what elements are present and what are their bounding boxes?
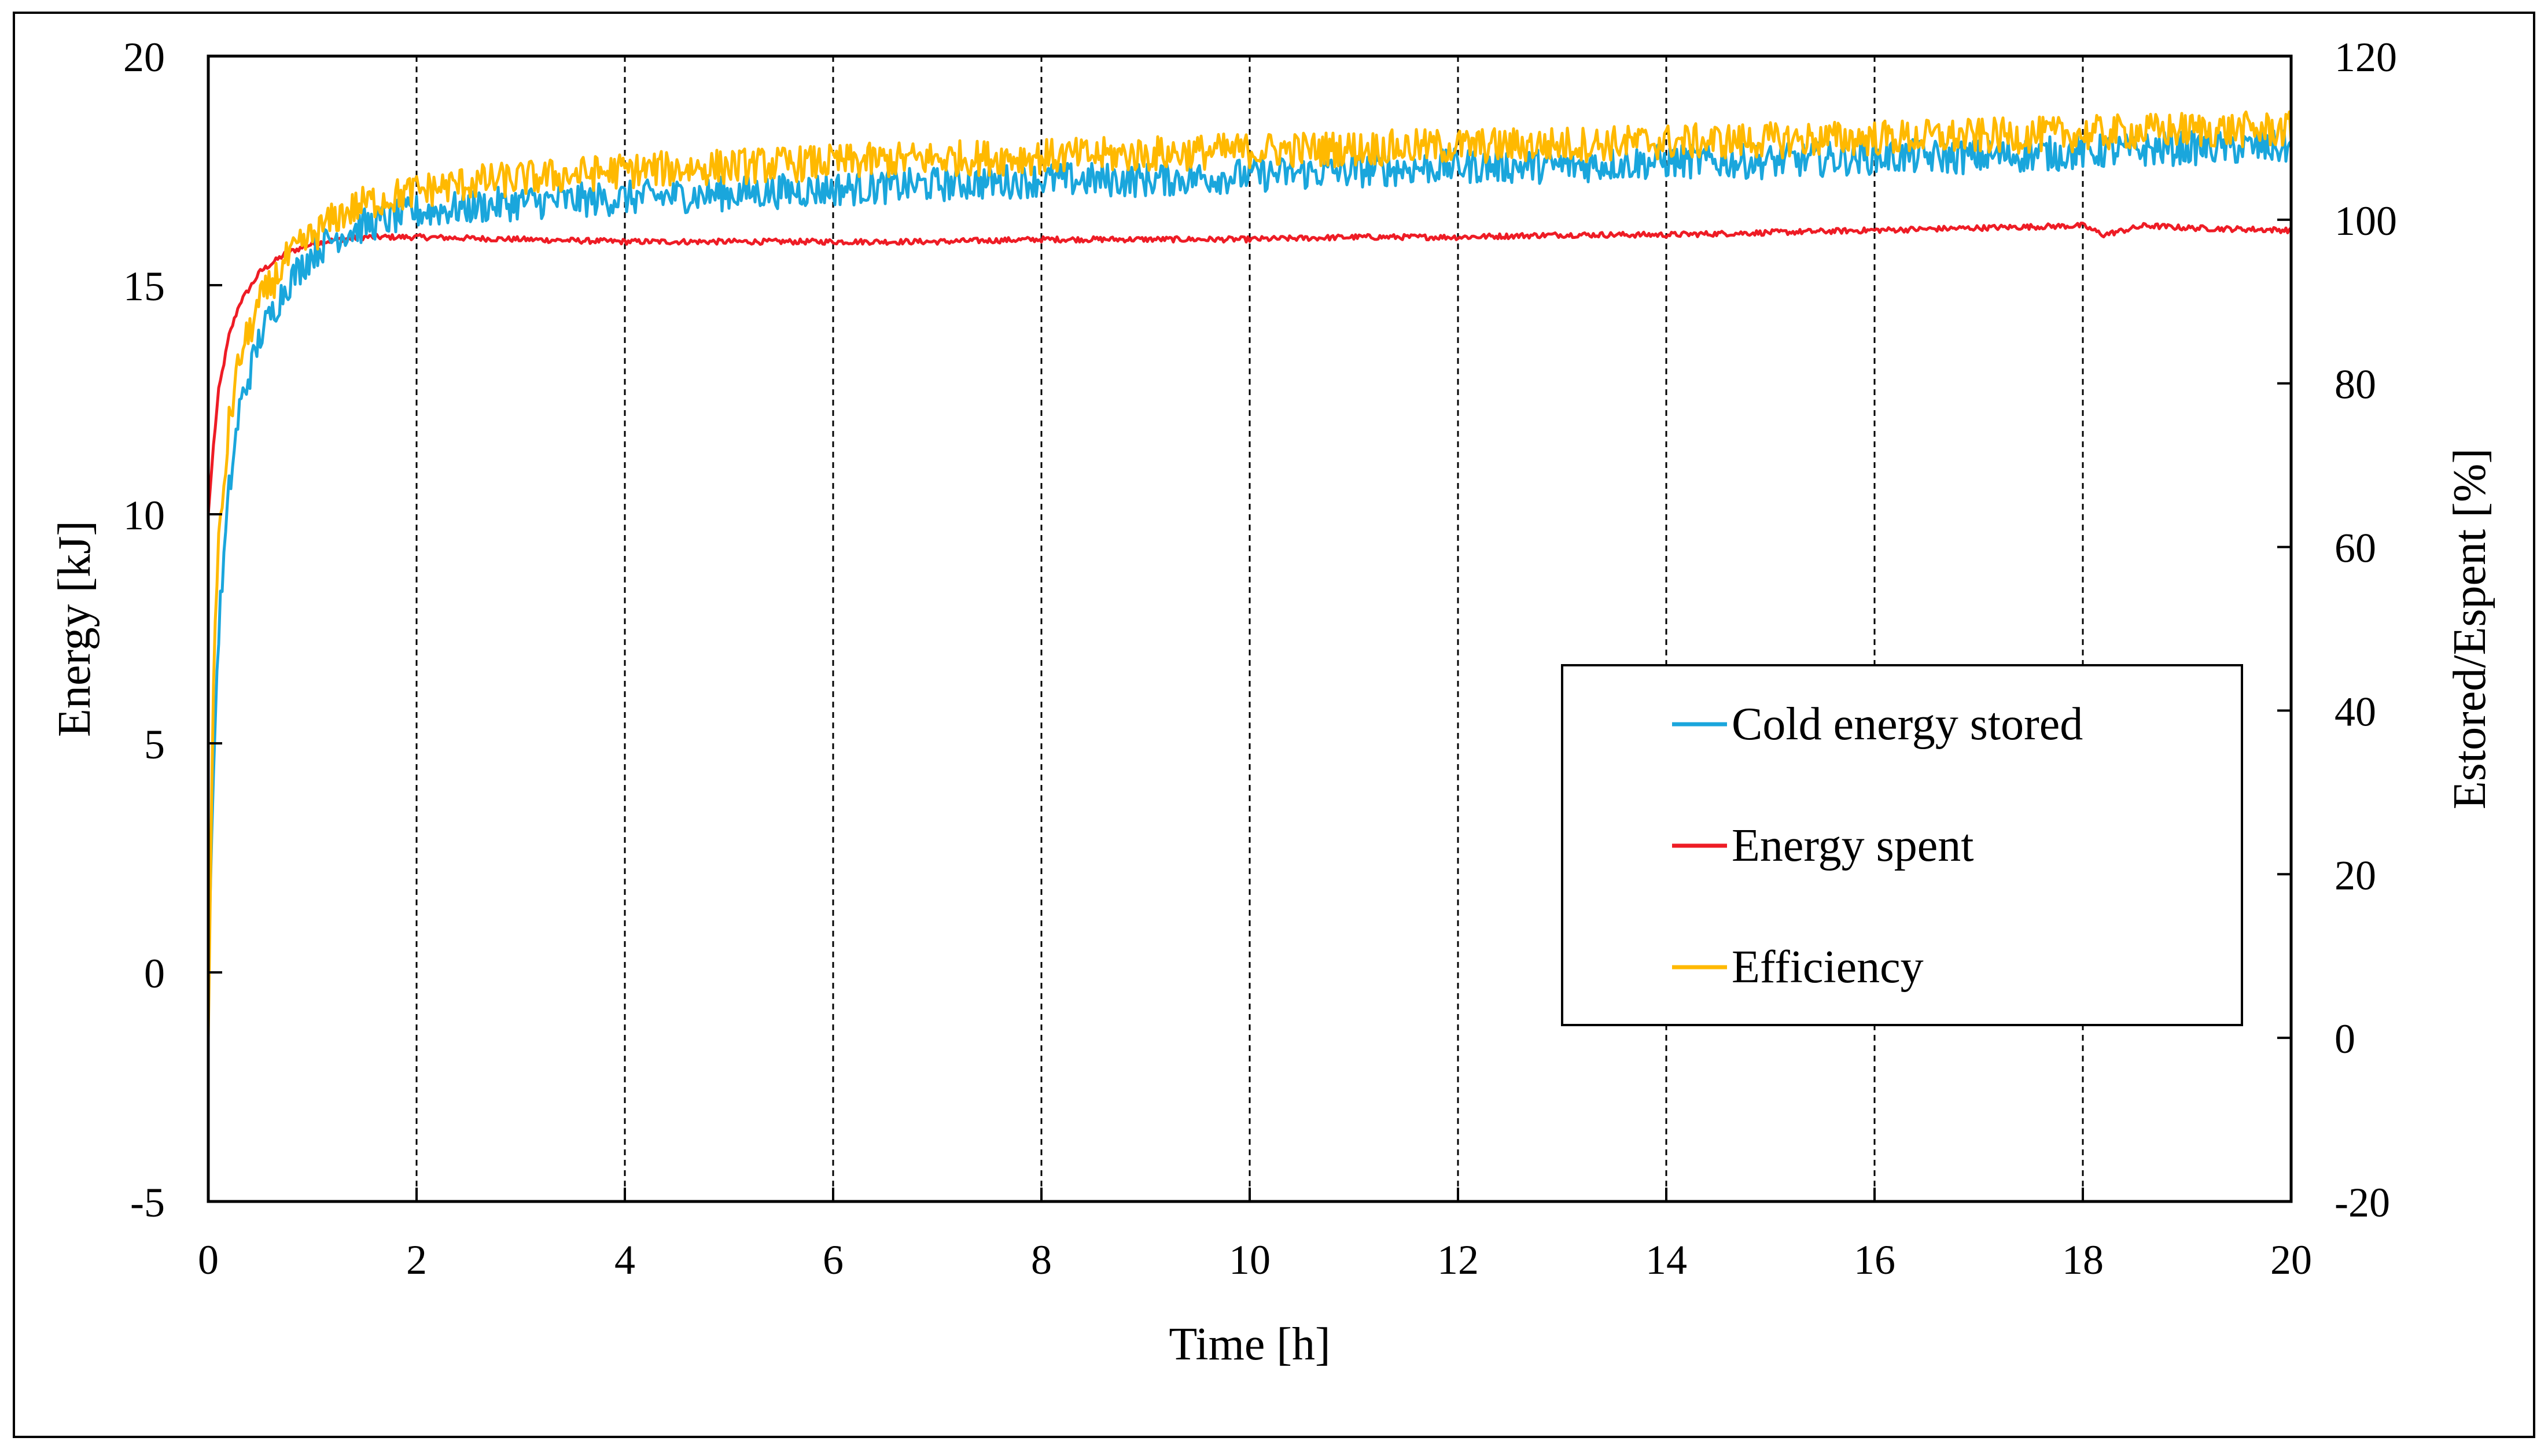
y2-tick-label-20: 20 <box>2335 852 2376 898</box>
series-energy-spent <box>207 222 2292 515</box>
y-tick-label--5: -5 <box>130 1179 165 1226</box>
y2-tick-label-0: 0 <box>2335 1016 2355 1062</box>
x-tick-label-10: 10 <box>1229 1237 1271 1283</box>
y-axis-title: Energy [kJ] <box>49 521 100 737</box>
y-axis-ticks: -5 0 5 10 15 20 <box>123 34 222 1226</box>
x-tick-label-6: 6 <box>823 1237 844 1283</box>
y2-tick-label--20: -20 <box>2335 1179 2390 1226</box>
x-tick-label-8: 8 <box>1031 1237 1052 1283</box>
x-tick-label-16: 16 <box>1854 1237 1895 1283</box>
legend-label-cold-energy-stored: Cold energy stored <box>1732 699 2083 750</box>
y2-axis-title: Estored/Espent [%] <box>2444 448 2495 809</box>
legend-label-energy-spent: Energy spent <box>1732 820 1973 871</box>
legend: Cold energy stored Energy spent Efficien… <box>1561 664 2243 1026</box>
y2-axis-ticks: -20 0 20 40 60 80 100 120 <box>2277 34 2397 1226</box>
x-tick-label-20: 20 <box>2270 1237 2312 1283</box>
vertical-gridlines <box>415 56 2084 1201</box>
y-tick-label-15: 15 <box>123 263 165 309</box>
x-axis-ticks: 0 2 4 6 8 10 12 14 16 18 20 <box>198 1188 2312 1283</box>
y-tick-label-0: 0 <box>144 950 165 997</box>
x-tick-label-2: 2 <box>406 1237 427 1283</box>
x-tick-label-12: 12 <box>1437 1237 1479 1283</box>
y2-tick-label-60: 60 <box>2335 525 2376 572</box>
series-lines <box>207 110 2293 1038</box>
y2-tick-label-40: 40 <box>2335 688 2376 735</box>
legend-label-efficiency: Efficiency <box>1732 942 1924 993</box>
x-axis-title: Time [h] <box>1169 1319 1330 1370</box>
x-tick-label-18: 18 <box>2062 1237 2104 1283</box>
y-tick-label-20: 20 <box>123 34 165 80</box>
y2-tick-label-80: 80 <box>2335 362 2376 408</box>
y-tick-label-5: 5 <box>144 721 165 768</box>
x-tick-label-0: 0 <box>198 1237 219 1283</box>
y2-tick-label-100: 100 <box>2335 198 2397 244</box>
x-tick-label-14: 14 <box>1645 1237 1687 1283</box>
y-tick-label-10: 10 <box>123 492 165 539</box>
y2-tick-label-120: 120 <box>2335 34 2397 80</box>
x-tick-label-4: 4 <box>614 1237 635 1283</box>
series-efficiency <box>207 110 2293 1038</box>
